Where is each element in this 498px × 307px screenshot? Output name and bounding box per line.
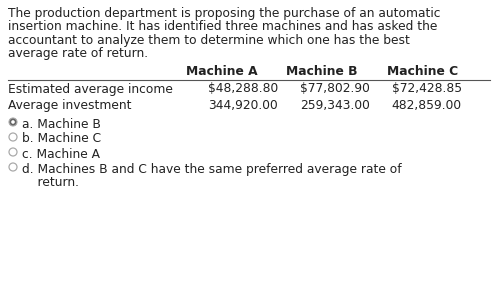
Text: Machine B: Machine B — [286, 65, 358, 78]
Text: $48,288.80: $48,288.80 — [208, 83, 278, 95]
Text: insertion machine. It has identified three machines and has asked the: insertion machine. It has identified thr… — [8, 21, 437, 33]
Text: Machine A: Machine A — [186, 65, 258, 78]
Text: c. Machine A: c. Machine A — [22, 147, 100, 161]
Text: 482,859.00: 482,859.00 — [392, 99, 462, 112]
Text: Machine C: Machine C — [387, 65, 458, 78]
Circle shape — [9, 118, 17, 126]
Text: b. Machine C: b. Machine C — [22, 133, 101, 146]
Text: return.: return. — [22, 176, 79, 189]
Text: $77,802.90: $77,802.90 — [300, 83, 370, 95]
Text: average rate of return.: average rate of return. — [8, 48, 148, 60]
Text: Estimated average income: Estimated average income — [8, 83, 173, 95]
Text: d. Machines B and C have the same preferred average rate of: d. Machines B and C have the same prefer… — [22, 162, 401, 176]
Text: 259,343.00: 259,343.00 — [300, 99, 370, 112]
Text: $72,428.85: $72,428.85 — [392, 83, 462, 95]
Text: The production department is proposing the purchase of an automatic: The production department is proposing t… — [8, 7, 441, 20]
Text: Average investment: Average investment — [8, 99, 131, 112]
Text: a. Machine B: a. Machine B — [22, 118, 101, 130]
Text: accountant to analyze them to determine which one has the best: accountant to analyze them to determine … — [8, 34, 410, 47]
Circle shape — [11, 120, 15, 124]
Text: 344,920.00: 344,920.00 — [208, 99, 278, 112]
